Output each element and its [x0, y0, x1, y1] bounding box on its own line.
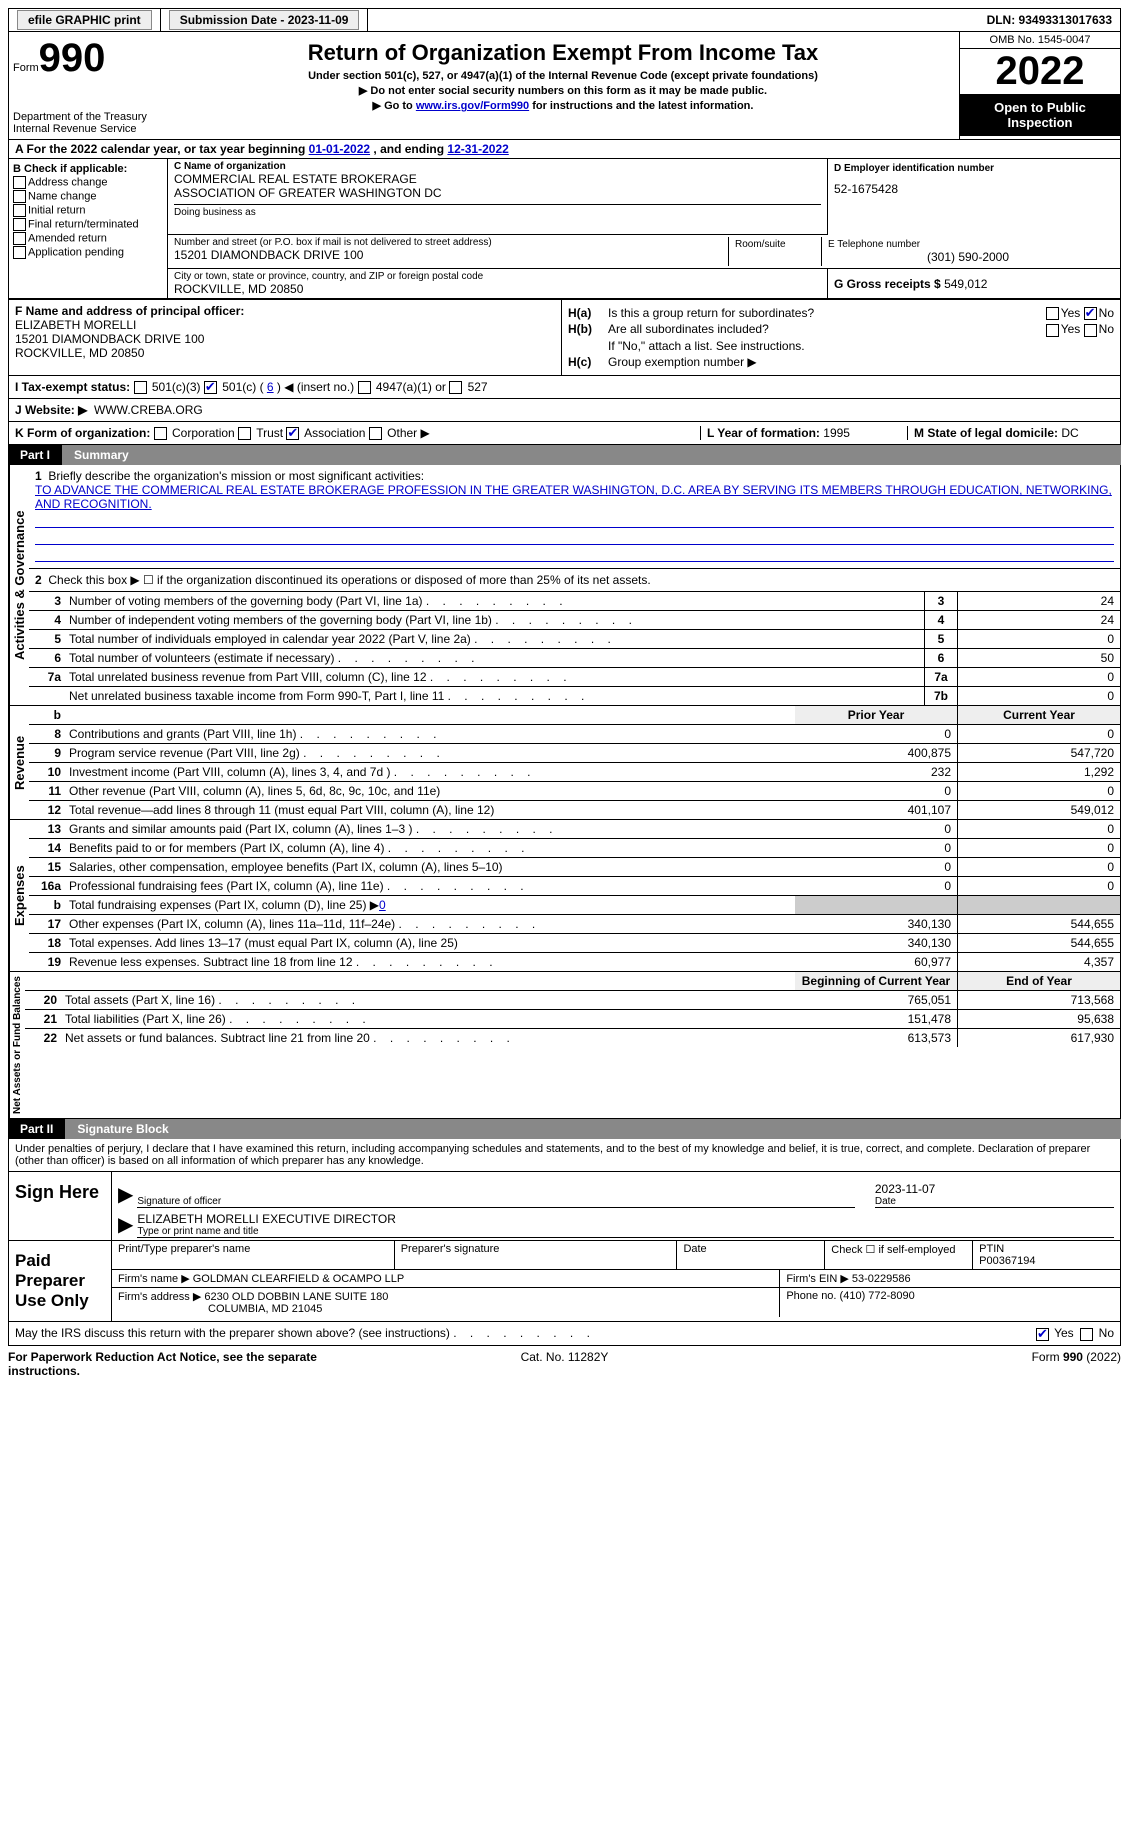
discuss-yes[interactable]: [1036, 1328, 1049, 1341]
g-label: G Gross receipts $: [834, 277, 941, 291]
line-k: K Form of organization: Corporation Trus…: [8, 422, 1121, 445]
form-header: Form990 Department of the Treasury Inter…: [8, 32, 1121, 140]
officer-signature-name: ELIZABETH MORELLI EXECUTIVE DIRECTOR: [137, 1212, 1114, 1226]
submission-date: Submission Date - 2023-11-09: [169, 10, 360, 30]
dept-treasury: Department of the Treasury: [13, 111, 163, 123]
dln: DLN: 93493313017633: [979, 9, 1120, 31]
officer-addr2: ROCKVILLE, MD 20850: [15, 346, 555, 360]
k-trust[interactable]: [238, 427, 251, 440]
penalty-statement: Under penalties of perjury, I declare th…: [8, 1139, 1121, 1172]
dba-label: Doing business as: [174, 207, 821, 218]
part1-header: Part I Summary: [8, 445, 1121, 465]
check-final[interactable]: [13, 218, 26, 231]
ha-yes[interactable]: [1046, 307, 1059, 320]
activities-governance: Activities & Governance 1 Briefly descri…: [8, 465, 1121, 706]
page-footer: For Paperwork Reduction Act Notice, see …: [8, 1346, 1121, 1382]
check-initial[interactable]: [13, 204, 26, 217]
line-i: I Tax-exempt status: 501(c)(3) 501(c) ( …: [8, 376, 1121, 399]
firm-addr2: COLUMBIA, MD 21045: [208, 1303, 322, 1315]
irs-label: Internal Revenue Service: [13, 123, 163, 135]
i-4947[interactable]: [358, 381, 371, 394]
check-pending[interactable]: [13, 246, 26, 259]
tax-year: 2022: [960, 49, 1120, 94]
phone-value: (301) 590-2000: [828, 250, 1108, 264]
discuss-no[interactable]: [1080, 1328, 1093, 1341]
ein-value: 52-1675428: [834, 182, 1114, 196]
net-assets-section: Net Assets or Fund Balances Beginning of…: [8, 972, 1121, 1119]
firm-ein: 53-0229586: [852, 1273, 911, 1285]
irs-link[interactable]: www.irs.gov/Form990: [416, 100, 529, 112]
discuss-row: May the IRS discuss this return with the…: [8, 1322, 1121, 1345]
i-501c3[interactable]: [134, 381, 147, 394]
i-501c[interactable]: [204, 381, 217, 394]
officer-addr1: 15201 DIAMONDBACK DRIVE 100: [15, 332, 555, 346]
entity-block: B Check if applicable: Address change Na…: [8, 159, 1121, 299]
officer-name: ELIZABETH MORELLI: [15, 318, 555, 332]
check-name-change[interactable]: [13, 190, 26, 203]
ha-no[interactable]: [1084, 307, 1097, 320]
k-assoc[interactable]: [286, 427, 299, 440]
room-label: Room/suite: [735, 239, 815, 250]
part2-header: Part II Signature Block: [8, 1119, 1121, 1139]
paid-preparer-block: Paid Preparer Use Only Print/Type prepar…: [8, 1241, 1121, 1322]
omb-number: OMB No. 1545-0047: [960, 32, 1120, 49]
ptin-value: P00367194: [979, 1255, 1035, 1267]
org-name-1: COMMERCIAL REAL ESTATE BROKERAGE: [174, 172, 821, 186]
expenses-section: Expenses 13Grants and similar amounts pa…: [8, 820, 1121, 972]
street-value: 15201 DIAMONDBACK DRIVE 100: [174, 248, 728, 262]
main-title: Return of Organization Exempt From Incom…: [175, 40, 951, 66]
check-address-change[interactable]: [13, 176, 26, 189]
hb-no[interactable]: [1084, 324, 1097, 337]
subtitle-1: Under section 501(c), 527, or 4947(a)(1)…: [175, 70, 951, 82]
open-inspection: Open to Public Inspection: [960, 94, 1120, 136]
efile-button[interactable]: efile GRAPHIC print: [17, 10, 152, 30]
e-label: E Telephone number: [828, 239, 1108, 250]
k-other[interactable]: [369, 427, 382, 440]
arrow-icon: ▶: [118, 1212, 133, 1238]
website-value: WWW.CREBA.ORG: [94, 403, 203, 417]
fh-block: F Name and address of principal officer:…: [8, 299, 1121, 376]
gross-receipts: 549,012: [944, 277, 987, 291]
check-amended[interactable]: [13, 232, 26, 245]
form-label: Form: [13, 62, 39, 74]
c-name-label: C Name of organization: [174, 161, 821, 172]
revenue-section: Revenue bPrior YearCurrent Year 8Contrib…: [8, 706, 1121, 820]
subtitle-3: ▶ Go to www.irs.gov/Form990 for instruct…: [175, 99, 951, 112]
subtitle-2: ▶ Do not enter social security numbers o…: [175, 84, 951, 97]
firm-addr1: 6230 OLD DOBBIN LANE SUITE 180: [204, 1291, 388, 1303]
arrow-icon: ▶: [118, 1182, 133, 1208]
sign-here-block: Sign Here ▶ Signature of officer 2023-11…: [8, 1172, 1121, 1241]
form-number: 990: [39, 36, 106, 80]
line-j: J Website: ▶ WWW.CREBA.ORG: [8, 399, 1121, 422]
mission-text: TO ADVANCE THE COMMERICAL REAL ESTATE BR…: [35, 483, 1114, 511]
city-value: ROCKVILLE, MD 20850: [174, 282, 821, 296]
b-label: B Check if applicable:: [13, 163, 163, 175]
k-corp[interactable]: [154, 427, 167, 440]
d-label: D Employer identification number: [834, 163, 1114, 174]
org-name-2: ASSOCIATION OF GREATER WASHINGTON DC: [174, 186, 821, 200]
hb-yes[interactable]: [1046, 324, 1059, 337]
firm-name: GOLDMAN CLEARFIELD & OCAMPO LLP: [193, 1273, 405, 1285]
line-a: A For the 2022 calendar year, or tax yea…: [8, 140, 1121, 159]
firm-phone: (410) 772-8090: [840, 1290, 915, 1302]
city-label: City or town, state or province, country…: [174, 271, 821, 282]
street-label: Number and street (or P.O. box if mail i…: [174, 237, 728, 248]
top-bar: efile GRAPHIC print Submission Date - 20…: [8, 8, 1121, 32]
i-527[interactable]: [449, 381, 462, 394]
f-label: F Name and address of principal officer:: [15, 304, 555, 318]
